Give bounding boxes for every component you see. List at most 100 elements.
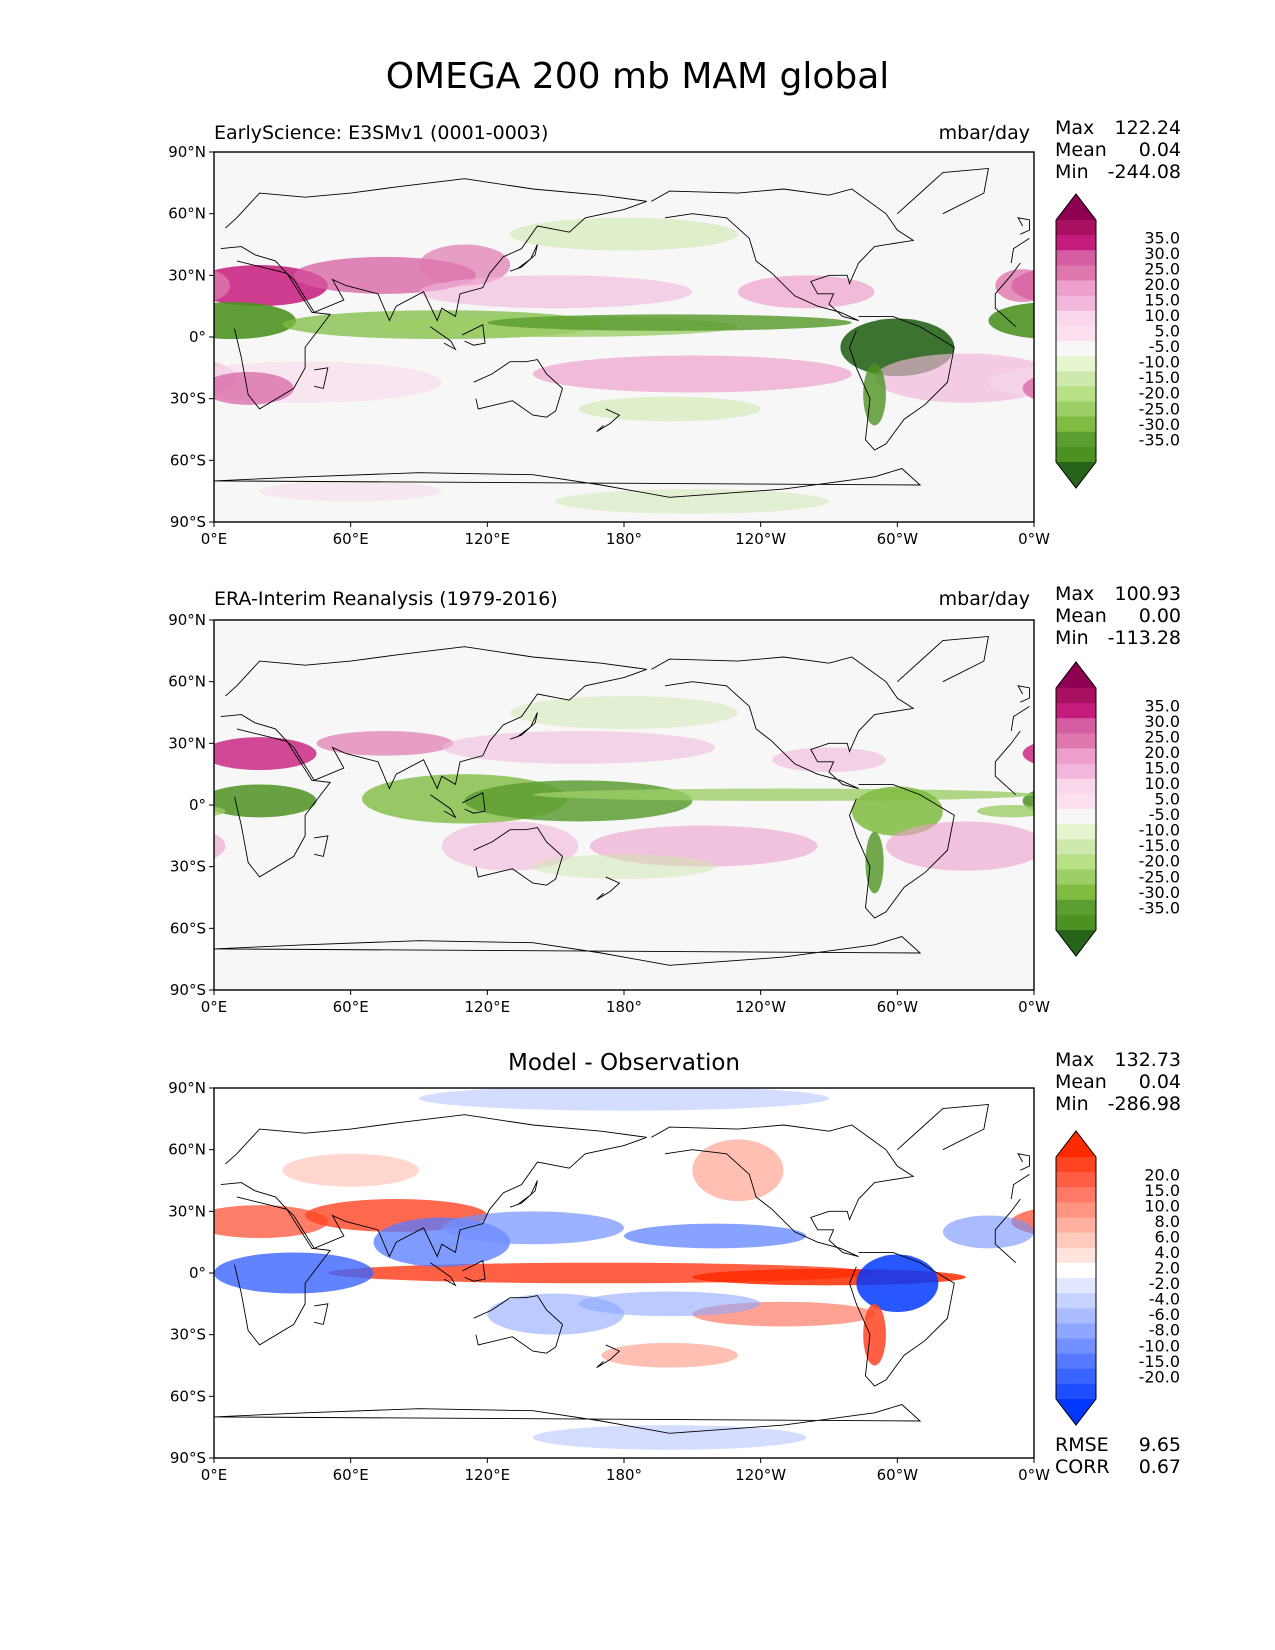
colorbar-tick-label: -15.0 [1139, 1352, 1180, 1371]
min-label: Min [1055, 161, 1089, 183]
x-tick-label: 120°W [735, 530, 786, 548]
colorbar-box [1056, 356, 1096, 372]
x-tick-label: 60°E [333, 530, 369, 548]
field-contour [1080, 481, 1262, 502]
x-tick-label: 120°E [465, 530, 511, 548]
field-contour [988, 302, 1034, 339]
max-label: Max [1055, 117, 1095, 139]
min-label: Min [1055, 1093, 1089, 1115]
field-contour [419, 1088, 829, 1111]
coastline [214, 1404, 922, 1434]
coastline [214, 468, 922, 498]
colorbar-tick-label: 15.0 [1144, 291, 1180, 310]
colorbar-outline [1055, 661, 1097, 957]
field-contour [851, 786, 943, 836]
x-tick-label: 0°W [1018, 530, 1050, 548]
y-tick-label: 60°N [168, 205, 206, 223]
colorbar-box [1056, 1247, 1096, 1264]
coastline [509, 1180, 538, 1208]
y-tick-label: 90°N [168, 1079, 206, 1097]
units-label: mbar/day [938, 588, 1030, 610]
max-label: Max [1055, 1049, 1095, 1071]
coastline [509, 712, 538, 740]
coastline [314, 835, 329, 857]
colorbar-tick-label: -4.0 [1149, 1290, 1180, 1309]
field-contour [441, 1211, 624, 1245]
coastline [214, 936, 922, 966]
map-panel: 0°E 60°E 120°E 180° 120°W 60°W 0°W 90°N 60°N 30°N… [0, 611, 1050, 1016]
colorbar-box [1056, 371, 1096, 387]
y-tick-label: 30°N [168, 266, 206, 284]
y-tick-label: 60°S [170, 1387, 206, 1405]
y-tick-label: 0° [189, 796, 206, 814]
colorbar-box [1056, 1383, 1096, 1400]
coastline [314, 1303, 329, 1325]
colorbar-box [1056, 1293, 1096, 1309]
colorbar-box [1056, 824, 1096, 840]
x-tick-label: 60°W [877, 998, 919, 1016]
field-contour [1239, 244, 1275, 285]
coastline [596, 408, 621, 432]
x-tick-label: 60°E [333, 1466, 369, 1484]
max-value: 100.93 [1114, 583, 1181, 605]
coastline [651, 656, 915, 789]
colorbar-tick-label: -10.0 [1139, 821, 1180, 840]
max-value: 122.24 [1114, 117, 1181, 139]
x-tick-label: 0°E [201, 530, 228, 548]
field-contour [419, 244, 511, 286]
coastline [596, 1344, 621, 1368]
field-contour [20, 319, 134, 377]
x-tick-label: 120°E [465, 1466, 511, 1484]
coastline [651, 188, 915, 321]
field-layer [0, 1086, 1275, 1450]
colorbar-tick-label: -10.0 [1139, 353, 1180, 372]
y-tick-label: 90°N [168, 143, 206, 161]
field-contour [214, 806, 226, 816]
colorbar-top-arrow [1056, 1131, 1096, 1157]
field-contour [532, 1425, 807, 1450]
field-contour [214, 371, 294, 405]
colorbar-box [1056, 793, 1096, 810]
y-tick-label: 90°S [170, 513, 206, 531]
colorbar-box [1056, 733, 1096, 749]
colorbar-tick-label: -30.0 [1139, 415, 1180, 434]
colorbar-box [1056, 688, 1096, 704]
coastline [234, 728, 1021, 878]
field-contour [282, 1153, 419, 1187]
colorbar-box [1056, 386, 1096, 402]
field-contour [532, 355, 852, 393]
colorbar-tick-label: 2.0 [1155, 1259, 1180, 1278]
coastline [462, 791, 486, 814]
field-contour [1262, 1211, 1275, 1244]
colorbar-outline [1055, 193, 1097, 489]
coastline [473, 359, 564, 418]
colorbar-box [1056, 1202, 1096, 1218]
metrics-box: RMSE 9.65 CORR 0.67 [1055, 1434, 1181, 1478]
colorbar-box [1056, 1308, 1096, 1324]
field-contour [1114, 257, 1275, 294]
field-contour [0, 789, 214, 801]
mean-label: Mean [1055, 1071, 1107, 1093]
colorbar-box [1056, 763, 1096, 780]
min-value: -286.98 [1107, 1093, 1181, 1115]
field-contour [1239, 1086, 1275, 1111]
colorbar-tick-label: 10.0 [1144, 306, 1180, 325]
colorbar-tick-label: -35.0 [1139, 430, 1180, 449]
coastline [462, 323, 486, 346]
colorbar-outline [1055, 1130, 1097, 1426]
field-contour [214, 1252, 374, 1294]
coastline [430, 1262, 457, 1287]
colorbar-tick-label: -6.0 [1149, 1305, 1180, 1324]
corr-label: CORR [1055, 1456, 1110, 1478]
units-label: mbar/day [938, 122, 1030, 144]
coastline [220, 178, 1030, 322]
field-contour [995, 269, 1034, 303]
field-contour [214, 302, 296, 340]
field-contour [0, 1302, 55, 1327]
colorbar-box [1056, 220, 1096, 236]
min-label: Min [1055, 627, 1089, 649]
y-tick-label: 30°N [168, 734, 206, 752]
coastline [849, 783, 955, 919]
field-contour [692, 1139, 784, 1202]
field-contour [737, 275, 875, 309]
